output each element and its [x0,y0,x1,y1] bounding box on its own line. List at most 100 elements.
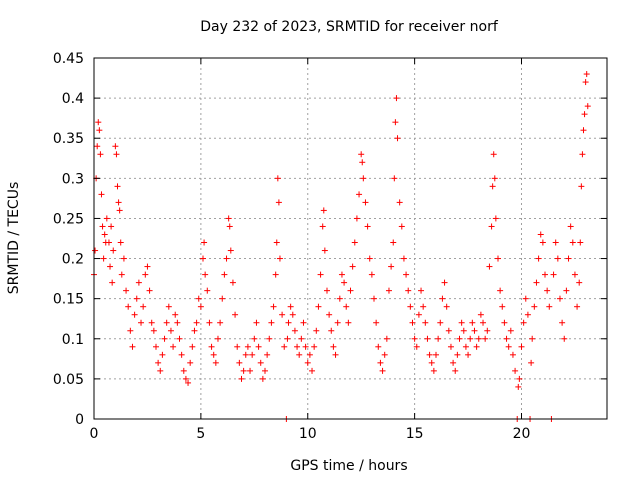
data-point [309,367,316,374]
data-point [550,271,557,278]
data-point [579,151,586,158]
data-point [390,239,397,246]
data-point [227,247,234,254]
data-point [108,223,115,230]
data-point [300,319,307,326]
data-point [388,263,395,270]
data-point [518,343,525,350]
data-point [345,319,352,326]
data-point [96,127,103,134]
data-point [94,143,101,150]
data-point [520,319,527,326]
data-point [349,263,356,270]
data-point [563,287,570,294]
data-point [567,223,574,230]
data-point [443,303,450,310]
data-point [138,319,145,326]
y-tick-label: 0.35 [53,131,84,147]
x-tick-label: 20 [513,426,531,442]
data-point [191,327,198,334]
data-point [393,95,400,102]
data-point [375,343,382,350]
data-point [320,207,327,214]
data-point [554,255,561,262]
data-point [343,303,350,310]
data-point [515,383,522,390]
data-point [439,295,446,302]
data-point [422,319,429,326]
data-point [120,255,127,262]
data-point [226,223,233,230]
data-point [531,303,538,310]
data-point [398,223,405,230]
data-point [103,215,110,222]
data-point [581,111,588,118]
data-point [385,287,392,294]
data-point [490,151,497,158]
data-point [268,319,275,326]
data-point [187,359,194,366]
data-point [276,255,283,262]
data-point [302,343,309,350]
data-point [428,359,435,366]
data-point [559,319,566,326]
data-point [115,199,122,206]
data-point [433,351,439,358]
data-point [430,367,437,374]
data-point [465,351,472,358]
data-point [328,327,335,334]
data-point [117,239,124,246]
data-point [552,239,559,246]
data-point [270,303,277,310]
data-point [101,231,108,238]
data-point [409,319,416,326]
data-point [391,175,398,182]
data-point [360,175,367,182]
data-point [452,367,459,374]
data-point [294,343,301,350]
data-point [109,279,116,286]
data-point [212,359,219,366]
data-point [240,367,247,374]
data-point [99,223,106,230]
data-point [486,263,493,270]
data-point [379,367,386,374]
data-point [336,295,343,302]
data-point [426,351,433,358]
data-point [259,375,266,382]
data-point [546,303,553,310]
data-point [291,327,298,334]
data-point [491,175,498,182]
data-point [334,319,341,326]
data-point [405,287,412,294]
data-point [140,303,147,310]
data-point [516,375,523,382]
data-point [214,335,221,342]
data-point [127,327,134,334]
x-tick-label: 5 [196,426,205,442]
data-point [528,359,535,366]
data-point [123,287,130,294]
data-point [497,287,504,294]
data-point [394,135,401,142]
data-point [157,367,164,374]
y-axis-title: SRMTID / TECUs [6,182,22,295]
data-point [234,343,241,350]
data-point [584,103,591,110]
data-point [185,379,192,386]
data-point [148,319,155,326]
data-point [92,247,99,254]
data-point [522,295,529,302]
data-point [306,351,313,358]
data-point [142,271,149,278]
data-point [195,295,202,302]
data-point [257,359,264,366]
data-point [415,311,422,318]
x-axis-ticks: 0 5 10 15 20 [90,58,531,442]
data-point [219,295,226,302]
data-point [150,327,157,334]
data-point [347,287,354,294]
data-point [311,343,318,350]
y-axis-ticks: 0 0.05 0.1 0.15 0.2 0.25 0.3 0.35 0.4 0.45 [53,51,607,428]
x-tick-label: 15 [406,426,424,442]
